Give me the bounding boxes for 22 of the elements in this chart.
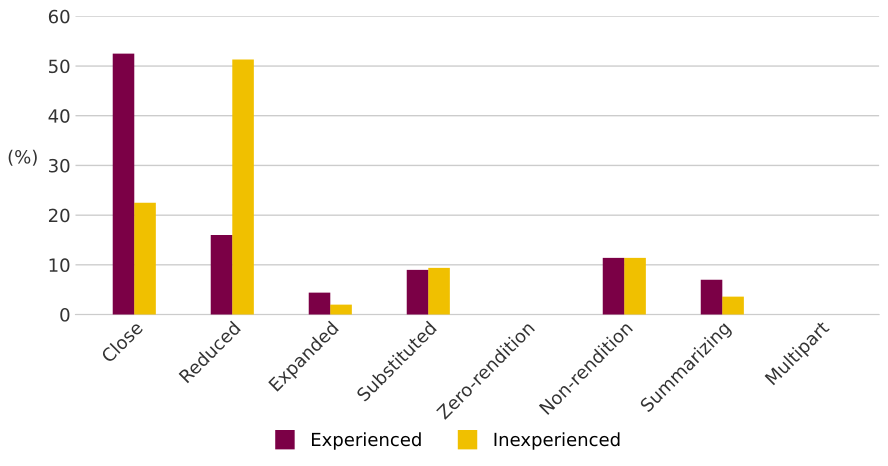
bar (700, 280, 722, 315)
bar (602, 258, 624, 315)
y-tick-label: 30 (49, 158, 70, 173)
bar (428, 268, 450, 315)
y-tick-label: 50 (49, 59, 70, 74)
bar (210, 235, 232, 315)
y-tick-label: 0 (60, 308, 70, 322)
y-tick-label: 40 (48, 109, 70, 123)
bar (624, 258, 646, 315)
bar (330, 304, 352, 315)
y-tick-label: 60 (48, 10, 70, 24)
bar (134, 202, 156, 315)
bar (232, 60, 254, 315)
legend-label: Inexperienced (494, 432, 620, 450)
bar (112, 54, 134, 315)
legend-label: Experienced (312, 432, 421, 450)
bar (406, 270, 428, 315)
bar (722, 296, 744, 315)
y-tick-label: 20 (48, 208, 70, 222)
y-axis-title: (%) (8, 150, 37, 166)
y-tick-label: 10 (50, 258, 70, 272)
bar (308, 292, 330, 315)
